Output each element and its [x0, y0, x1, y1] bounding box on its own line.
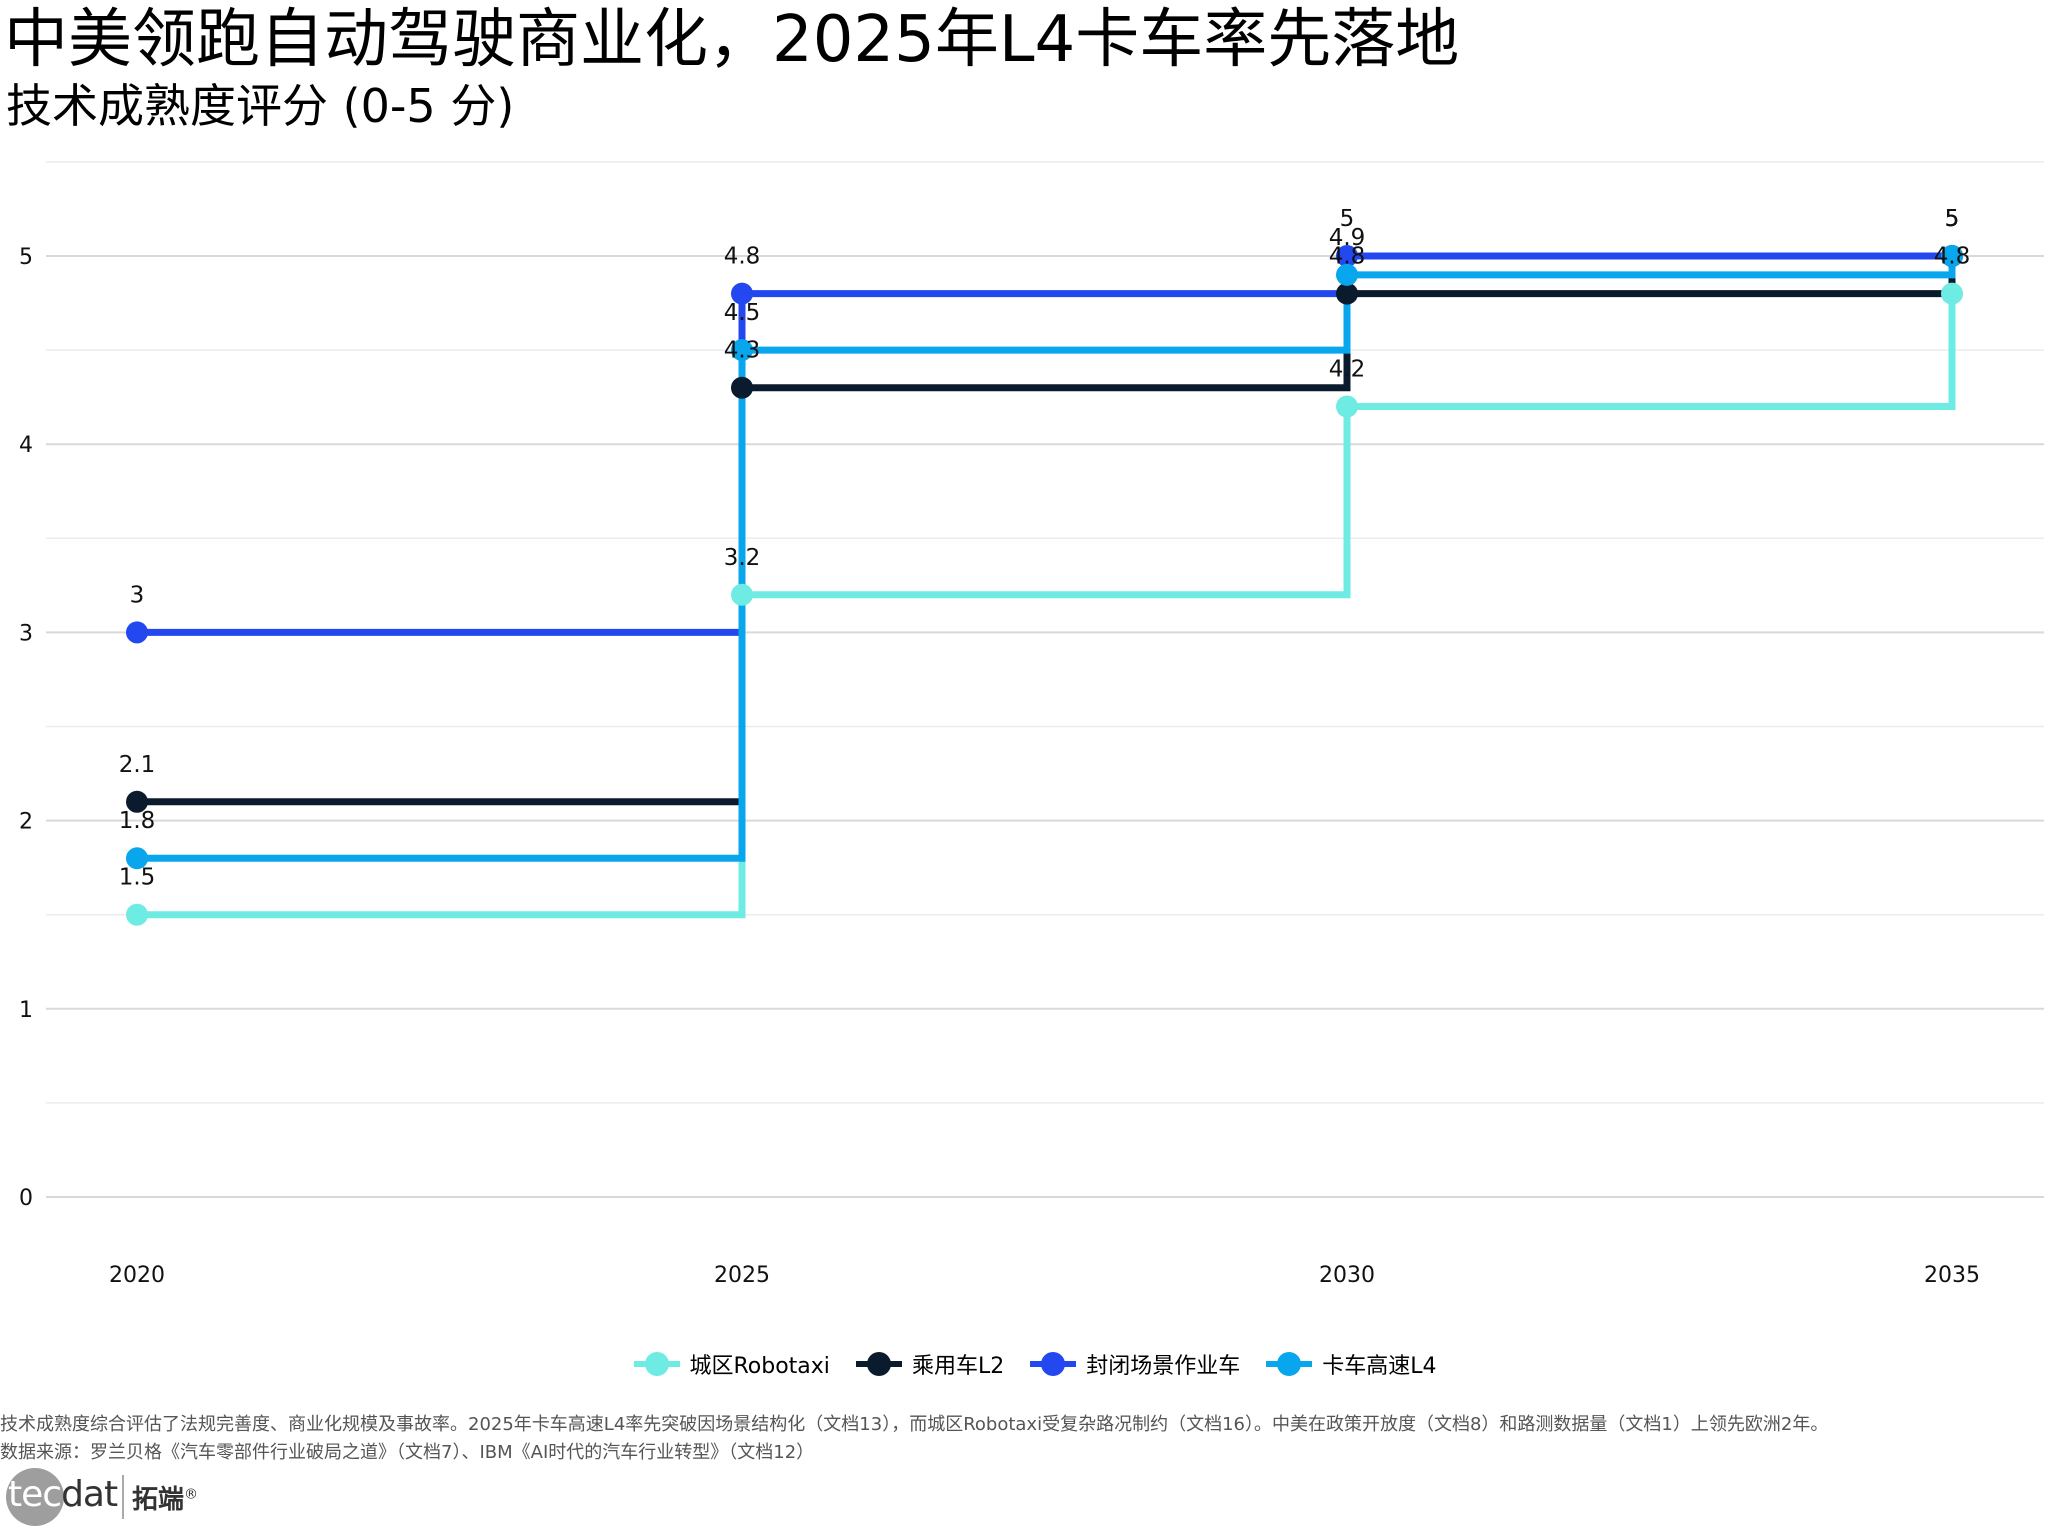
legend-key-dot [1041, 1352, 1066, 1376]
data-label: 1.5 [119, 865, 156, 891]
series-line [137, 256, 1956, 862]
data-point [731, 376, 753, 399]
y-tick-label: 1 [19, 998, 33, 1023]
legend-key-dot [866, 1352, 891, 1376]
logo-chinese-name: 拓端® [132, 1479, 198, 1516]
series-line [137, 256, 1956, 806]
logo-circle-icon [6, 1468, 64, 1526]
data-label: 4.9 [1329, 225, 1366, 251]
data-label: 1.8 [119, 808, 156, 834]
footnote: 技术成熟度综合评估了法规完善度、商业化规模及事故率。2025年卡车高速L4率先突… [0, 1414, 1829, 1435]
y-tick-label: 0 [19, 1186, 33, 1211]
legend-label: 乘用车L2 [911, 1354, 1005, 1379]
y-tick-label: 4 [19, 433, 33, 458]
data-point [1336, 245, 1358, 267]
registered-mark: ® [184, 1485, 199, 1502]
legend-item: 城区Robotaxi [633, 1348, 830, 1380]
legend-key-dot [644, 1352, 669, 1376]
chart-title: 中美领跑自动驾驶商业化，2025年L4卡车率先落地 [4, 3, 1460, 77]
chart-plot: 0 1 2 3 4 5 2020 2025 2030 2035 1.5 3.2 4.2 4.8 2.1 4.3… [19, 161, 2044, 1288]
data-label: 5 [1945, 206, 1960, 232]
data-point [126, 790, 148, 813]
logo-word-a: tec [8, 1474, 62, 1515]
legend-key-icon [1030, 1352, 1077, 1376]
data-label: 3 [130, 582, 145, 608]
chart-subtitle: 技术成熟度评分 (0-5 分) [6, 79, 515, 133]
series-line [137, 293, 1956, 919]
legend-label: 封闭场景作业车 [1086, 1354, 1241, 1379]
legend-key-icon [633, 1352, 680, 1376]
logo-mark: tecdat [2, 1466, 120, 1528]
logo-wordmark: tecdat [8, 1474, 118, 1515]
y-tick-label: 5 [19, 245, 33, 270]
legend-item: 卡车高速L4 [1266, 1348, 1436, 1380]
logo-cn-text: 拓端 [132, 1484, 185, 1515]
data-label: 4.3 [724, 338, 761, 364]
data-point [126, 847, 148, 870]
legend-key-dot [1277, 1352, 1302, 1376]
source-note: 数据来源：罗兰贝格《汽车零部件行业破局之道》（文档7）、IBM《AI时代的汽车行… [0, 1442, 815, 1463]
data-label: 5 [1945, 206, 1960, 232]
legend-item: 乘用车L2 [855, 1348, 1005, 1380]
legend-item: 封闭场景作业车 [1030, 1348, 1240, 1380]
data-label: 3.2 [724, 545, 761, 571]
data-label: 5 [1945, 206, 1960, 232]
data-point [1336, 395, 1358, 418]
legend-label: 卡车高速L4 [1322, 1354, 1437, 1379]
y-tick-label: 3 [19, 621, 33, 646]
data-label: 4.2 [1329, 357, 1366, 383]
logo-word-b: dat [61, 1474, 118, 1515]
x-tick-label: 2035 [1924, 1263, 1980, 1288]
chart-legend: 城区Robotaxi 乘用车L2 封闭场景作业车 卡车高速L4 [0, 1348, 2070, 1380]
data-label: 4.8 [1329, 244, 1366, 270]
data-label: 5 [1340, 206, 1355, 232]
data-point [1941, 282, 1963, 305]
x-tick-label: 2025 [714, 1263, 770, 1288]
legend-key-icon [1266, 1352, 1313, 1376]
data-point [731, 339, 753, 362]
data-label: 2.1 [119, 752, 156, 778]
data-label: 4.5 [724, 300, 761, 326]
series-line [137, 252, 1952, 636]
legend-key-icon [855, 1352, 902, 1376]
data-point [731, 282, 753, 305]
data-point [126, 903, 148, 926]
data-point [1336, 282, 1358, 305]
logo-divider [122, 1475, 124, 1519]
data-label: 4.8 [724, 244, 761, 270]
x-tick-label: 2030 [1319, 1263, 1375, 1288]
data-point [1941, 245, 1963, 267]
y-tick-label: 2 [19, 810, 33, 835]
x-tick-label: 2020 [109, 1263, 165, 1288]
data-point [1336, 263, 1358, 286]
data-point [126, 621, 148, 644]
data-label: 4.8 [1934, 244, 1971, 270]
legend-label: 城区Robotaxi [689, 1354, 830, 1379]
data-point [731, 583, 753, 606]
brand-logo: tecdat 拓端® [2, 1466, 198, 1528]
